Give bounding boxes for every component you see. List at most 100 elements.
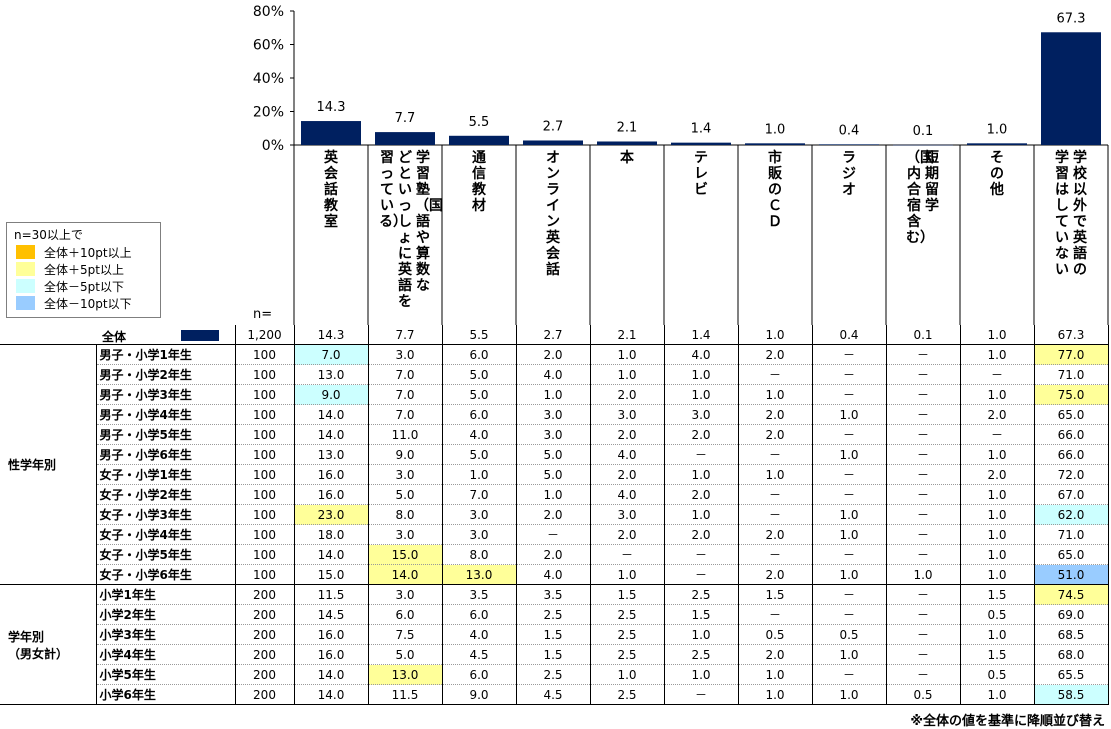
table-cell: 1.0 [590, 664, 665, 685]
table-cell: － [516, 524, 591, 545]
table-cell: 1.0 [960, 484, 1035, 505]
table-cell: 1.0 [590, 364, 665, 385]
table-cell: 2.0 [516, 344, 591, 365]
table-cell: 69.0 [1034, 604, 1109, 625]
table-cell: － [664, 544, 739, 565]
row-label: 小学5年生 [96, 664, 235, 685]
y-tick-label: 80% [253, 4, 284, 20]
table-cell: 13.0 [294, 364, 369, 385]
legend-swatch [16, 262, 35, 276]
table-cell: － [812, 664, 887, 685]
table-cell: 1.4 [664, 325, 739, 345]
table-row: 小学6年生 200 14.0 11.5 9.0 4.5 2.5 － 1.0 1.0 0.5 1.0 58… [0, 684, 1109, 705]
table-cell: － [886, 664, 961, 685]
bar [597, 141, 657, 145]
table-cell: 2.5 [516, 604, 591, 625]
table-cell: 3.0 [442, 524, 517, 545]
n-value: 200 [234, 604, 295, 625]
table-cell: 8.0 [368, 504, 443, 525]
legend-label: 全体－5pt以下 [44, 280, 124, 294]
table-cell: 65.0 [1034, 544, 1109, 565]
table-cell: 65.0 [1034, 404, 1109, 425]
table-cell: 1.0 [812, 504, 887, 525]
table-cell: 0.5 [960, 664, 1035, 685]
table-cell: 71.0 [1034, 364, 1109, 385]
table-cell: 1.0 [664, 624, 739, 645]
table-cell: 3.0 [590, 504, 665, 525]
table-cell: 5.0 [368, 484, 443, 505]
table-cell: 7.0 [368, 364, 443, 385]
table-cell: 1.5 [664, 604, 739, 625]
table-cell: － [812, 584, 887, 605]
table-cell: － [886, 424, 961, 445]
table-cell: 2.0 [664, 524, 739, 545]
table-row-total: 全体 1,200 14.3 7.7 5.5 2.7 2.1 1.4 1.0 0.4 0.1 1.0 67… [0, 325, 1109, 345]
table-cell: 15.0 [294, 564, 369, 585]
table-cell: 23.0 [294, 504, 369, 525]
bar-value-label: 1.0 [987, 122, 1008, 137]
table-cell: 18.0 [294, 524, 369, 545]
table-cell: － [738, 364, 813, 385]
table-cell: － [664, 564, 739, 585]
table-row: 女子・小学5年生 100 14.0 15.0 8.0 2.0 －－－－－ 1.0 65.0 [0, 544, 1109, 565]
row-label: 男子・小学1年生 [96, 344, 235, 365]
table-cell: 13.0 [294, 444, 369, 465]
table-cell: 67.0 [1034, 484, 1109, 505]
table-cell: 3.5 [516, 584, 591, 605]
table-cell: 16.0 [294, 624, 369, 645]
legend-swatch [16, 296, 35, 310]
table-cell: 1.0 [590, 564, 665, 585]
table-cell: － [664, 444, 739, 465]
bar [375, 132, 435, 145]
bar-chart: 80% 60% 40% 20% 0% 14.3 7.7 5.5 2.7 2.1 1.4 1.0 0.4 0… [253, 4, 1109, 325]
bar-value-label: 1.4 [691, 122, 712, 137]
table-cell: 1.0 [738, 684, 813, 705]
table-cell: 6.0 [442, 344, 517, 365]
table-cell: 14.0 [294, 684, 369, 705]
table-cell: 9.0 [294, 384, 369, 405]
table-cell: － [960, 364, 1035, 385]
table-cell: 1.0 [960, 624, 1035, 645]
table-cell: 3.0 [664, 404, 739, 425]
bar-value-label: 7.7 [395, 111, 416, 126]
table-cell: 9.0 [368, 444, 443, 465]
table-cell: 7.5 [368, 624, 443, 645]
category-label-line: どといっしょに英語を [398, 150, 412, 310]
row-label: 女子・小学6年生 [96, 564, 235, 585]
y-tick-label: 0% [262, 138, 284, 154]
table-cell: － [886, 524, 961, 545]
table-cell: 9.0 [442, 684, 517, 705]
table-cell: 6.0 [442, 404, 517, 425]
table-cell: 11.5 [294, 584, 369, 605]
table-cell: － [664, 684, 739, 705]
table-cell: 3.0 [442, 504, 517, 525]
table-cell: 2.7 [516, 325, 591, 345]
bar-value-label: 5.5 [469, 115, 490, 130]
table-cell: 14.5 [294, 604, 369, 625]
table-cell: 0.4 [812, 325, 887, 345]
table-cell: 1.5 [590, 584, 665, 605]
bar [967, 143, 1027, 145]
table-cell: 1.0 [886, 564, 961, 585]
row-label: 男子・小学5年生 [96, 424, 235, 445]
table-cell: 2.0 [590, 524, 665, 545]
n-value: 100 [234, 504, 295, 525]
category-label-line: 英会話教室 [324, 150, 338, 230]
table-cell: 2.0 [738, 344, 813, 365]
group-label: 性学年別 [0, 344, 97, 585]
category-label-line: オンライン英会話 [546, 150, 560, 278]
category-label-line: 短期留学 [925, 150, 939, 214]
table-cell: 14.0 [294, 404, 369, 425]
table-cell: 2.0 [590, 424, 665, 445]
table-cell: 2.0 [516, 544, 591, 565]
table-cell: － [812, 484, 887, 505]
table-cell: 0.5 [960, 604, 1035, 625]
table-cell: 3.5 [442, 584, 517, 605]
row-label: 小学1年生 [96, 584, 235, 605]
table-cell: 3.0 [368, 344, 443, 365]
table-cell: 7.0 [368, 404, 443, 425]
table-cell: 7.0 [442, 484, 517, 505]
table-cell: 4.0 [442, 424, 517, 445]
n-value: 100 [234, 344, 295, 365]
table-cell: 3.0 [516, 404, 591, 425]
